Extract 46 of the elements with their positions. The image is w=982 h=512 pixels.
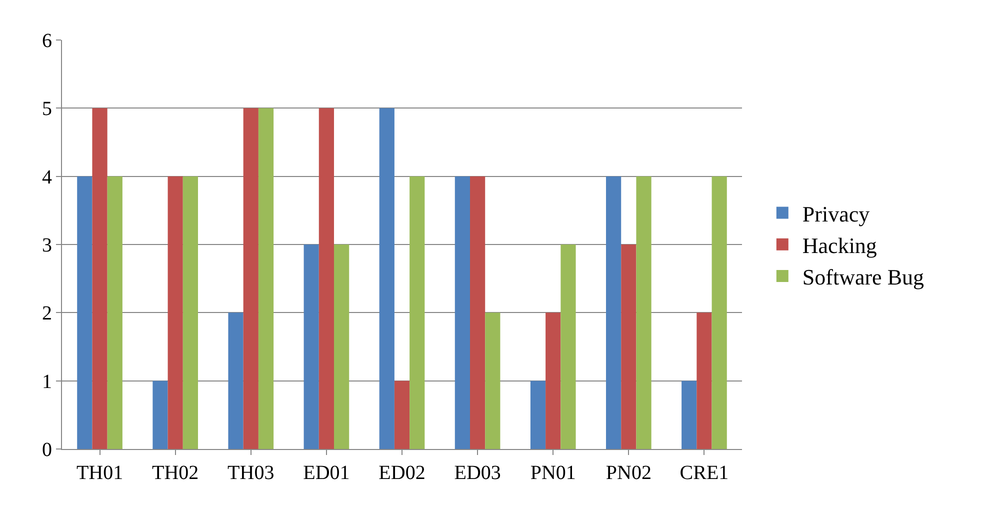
y-tick-label: 3 [42,234,52,256]
bar [485,312,500,449]
bar [560,244,576,449]
x-tick-label: PN01 [530,462,576,484]
bar [606,176,622,449]
bar [243,108,258,449]
bar [621,244,636,449]
bar [394,380,410,449]
bar [696,312,712,449]
legend-label: Privacy [802,201,870,226]
bar [92,108,108,449]
x-tick-label: CRE1 [680,462,729,484]
bar [410,176,425,449]
bar [636,176,652,449]
y-tick-label: 2 [42,302,52,325]
bar [379,108,394,449]
bar [258,108,274,449]
bar [77,176,92,449]
bar [152,380,168,449]
x-tick-label: TH02 [152,462,199,484]
x-tick-label: ED01 [303,462,350,484]
y-tick-label: 5 [42,98,52,120]
bar [304,244,319,449]
x-tick-label: PN02 [606,462,652,484]
x-tick-label: ED02 [378,462,426,484]
bar [546,312,561,449]
bar [318,108,334,449]
bar [454,176,470,449]
y-tick-label: 0 [42,439,52,461]
bar [712,176,727,449]
legend-label: Software Bug [802,264,924,290]
y-tick-label: 1 [42,370,52,393]
bar [470,176,486,449]
bar [530,380,546,449]
bar [168,176,183,449]
x-tick-label: TH01 [76,462,124,484]
bar [182,176,198,449]
bar [334,244,350,449]
bar [682,380,697,449]
bar [107,176,122,449]
legend-label: Hacking [802,232,877,258]
x-tick-label: TH03 [228,462,274,484]
y-tick-label: 4 [42,166,52,188]
y-tick-label: 6 [42,30,52,52]
x-tick-label: ED03 [454,462,501,484]
bar [228,312,244,449]
